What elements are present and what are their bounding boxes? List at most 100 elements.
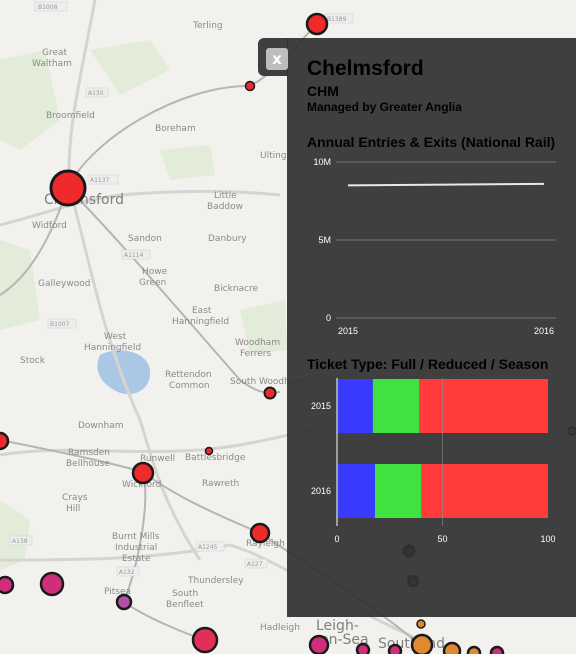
station-code: CHM xyxy=(307,83,339,99)
svg-text:Howe: Howe xyxy=(142,267,168,277)
station-marker[interactable] xyxy=(410,633,434,654)
station-marker[interactable] xyxy=(115,593,133,611)
reservoir xyxy=(97,350,151,395)
station-marker[interactable] xyxy=(355,642,371,654)
svg-text:Leigh-: Leigh- xyxy=(316,618,359,634)
station-marker[interactable] xyxy=(305,12,329,36)
svg-text:Pitsea: Pitsea xyxy=(104,587,131,597)
station-marker[interactable] xyxy=(466,645,482,654)
green-areas xyxy=(0,40,287,570)
svg-text:Hanningfield: Hanningfield xyxy=(84,343,141,353)
series-line xyxy=(347,182,545,187)
station-marker[interactable] xyxy=(263,386,277,400)
entries-exits-chart-title: Annual Entries & Exits (National Rail) xyxy=(307,134,556,150)
station-marker[interactable] xyxy=(416,619,426,629)
station-marker[interactable] xyxy=(49,169,87,207)
svg-text:A130: A130 xyxy=(88,90,104,97)
svg-text:Ferrers: Ferrers xyxy=(240,349,272,359)
svg-text:Widford: Widford xyxy=(32,221,67,231)
svg-text:Galleywood: Galleywood xyxy=(38,279,90,289)
svg-text:Rawreth: Rawreth xyxy=(202,479,239,489)
y-tick-label: 2016 xyxy=(311,486,331,496)
svg-text:Hill: Hill xyxy=(66,504,80,514)
svg-text:Bellhouse: Bellhouse xyxy=(66,459,110,469)
svg-text:Stock: Stock xyxy=(20,356,46,366)
station-marker[interactable] xyxy=(244,80,256,92)
station-marker[interactable] xyxy=(0,575,15,595)
close-button[interactable]: x xyxy=(266,48,288,70)
x-tick-label: 100 xyxy=(540,534,555,544)
station-marker[interactable] xyxy=(387,643,403,654)
svg-text:B1007: B1007 xyxy=(50,321,70,328)
bar-segment xyxy=(421,464,548,518)
svg-text:A1114: A1114 xyxy=(124,252,144,259)
svg-text:B1389: B1389 xyxy=(327,16,347,23)
svg-text:Great: Great xyxy=(42,48,68,58)
svg-text:Sandon: Sandon xyxy=(128,234,162,244)
svg-text:Burnt Mills: Burnt Mills xyxy=(112,532,160,542)
svg-text:B1008: B1008 xyxy=(38,4,58,11)
ticket-type-chart-title: Ticket Type: Full / Reduced / Season xyxy=(307,356,549,372)
y-tick-label: 2015 xyxy=(311,401,331,411)
station-marker[interactable] xyxy=(191,626,219,654)
svg-text:Ramsden: Ramsden xyxy=(68,448,110,458)
x-tick-label: 0 xyxy=(334,534,339,544)
station-marker[interactable] xyxy=(308,634,330,654)
svg-text:Benfleet: Benfleet xyxy=(166,600,204,610)
svg-text:West: West xyxy=(104,332,127,342)
x-tick-label: 2015 xyxy=(338,326,358,336)
svg-text:Little: Little xyxy=(214,191,237,201)
svg-text:Danbury: Danbury xyxy=(208,234,247,244)
bar-segment xyxy=(372,379,420,433)
svg-text:Runwell: Runwell xyxy=(140,454,175,464)
station-marker[interactable] xyxy=(489,645,505,654)
x-tick-label: 50 xyxy=(437,534,447,544)
svg-text:Estate: Estate xyxy=(122,554,151,564)
svg-text:Hadleigh: Hadleigh xyxy=(260,623,300,633)
svg-text:Woodham: Woodham xyxy=(235,338,280,348)
road-shields: B1008 A130 A1137 A1114 B1007 A138 A1245 … xyxy=(9,1,354,577)
bar-segment xyxy=(374,464,422,518)
bar-segment xyxy=(419,379,548,433)
svg-text:Broomfield: Broomfield xyxy=(46,111,95,121)
svg-text:Rettendon: Rettendon xyxy=(165,370,212,380)
station-marker[interactable] xyxy=(0,431,10,451)
station-info-panel xyxy=(287,38,576,617)
station-marker[interactable] xyxy=(131,461,155,485)
svg-text:A138: A138 xyxy=(12,538,28,545)
station-marker[interactable] xyxy=(249,522,271,544)
svg-text:South: South xyxy=(172,589,198,599)
svg-text:Boreham: Boreham xyxy=(155,124,196,134)
svg-text:A127: A127 xyxy=(247,561,263,568)
svg-text:Bicknacre: Bicknacre xyxy=(214,284,259,294)
bar-segment xyxy=(337,379,373,433)
svg-text:Ulting: Ulting xyxy=(260,151,287,161)
x-tick-label: 2016 xyxy=(534,326,554,336)
station-marker[interactable] xyxy=(39,571,65,597)
station-marker[interactable] xyxy=(204,446,214,456)
svg-text:Crays: Crays xyxy=(62,493,88,503)
svg-text:Industrial: Industrial xyxy=(115,543,157,553)
y-tick-label: 0 xyxy=(326,313,331,323)
svg-text:Hanningfield: Hanningfield xyxy=(172,317,229,327)
y-tick-label: 10M xyxy=(313,157,331,167)
svg-text:A1137: A1137 xyxy=(90,177,110,184)
svg-text:A1245: A1245 xyxy=(198,544,218,551)
svg-text:Battlesbridge: Battlesbridge xyxy=(185,453,246,463)
svg-text:Common: Common xyxy=(169,381,210,391)
svg-text:Green: Green xyxy=(139,278,166,288)
svg-text:Downham: Downham xyxy=(78,421,124,431)
svg-text:Baddow: Baddow xyxy=(207,202,243,212)
station-marker[interactable] xyxy=(442,641,462,654)
svg-text:Rayleigh: Rayleigh xyxy=(246,539,285,549)
svg-text:Terling: Terling xyxy=(192,21,223,31)
svg-text:South Woodham: South Woodham xyxy=(230,377,304,387)
y-tick-label: 5M xyxy=(318,235,331,245)
svg-text:A132: A132 xyxy=(119,569,135,576)
station-operator: Managed by Greater Anglia xyxy=(307,100,462,114)
svg-text:Wickford: Wickford xyxy=(122,480,161,490)
station-name: Chelmsford xyxy=(307,57,424,80)
bar-segment xyxy=(337,464,375,518)
